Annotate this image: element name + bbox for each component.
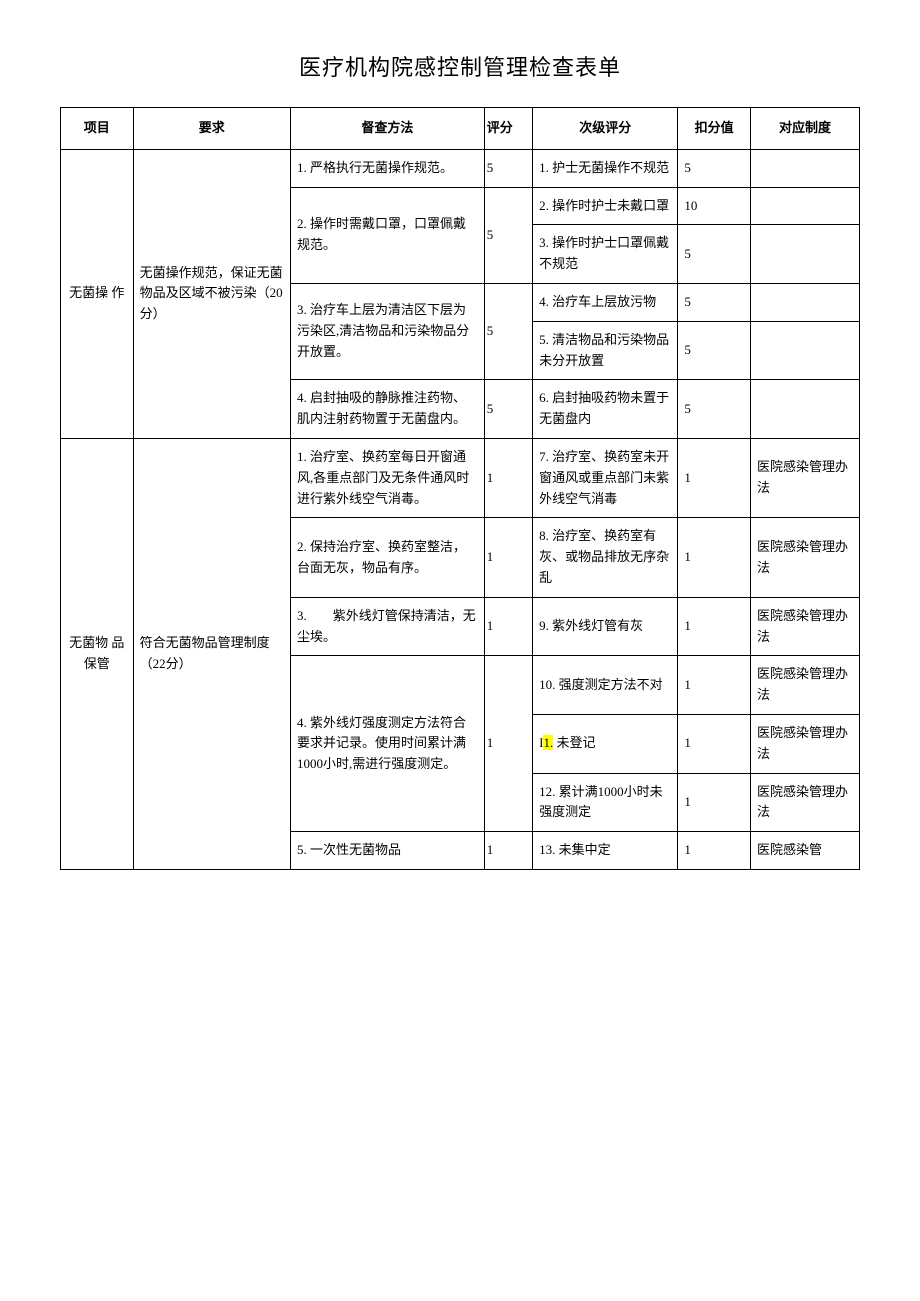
policy-cell: 医院感染管 [751,832,860,870]
project-cell: 无菌物 品保管 [61,438,134,869]
header-policy: 对应制度 [751,108,860,150]
method-cell: 5. 一次性无菌物品 [291,832,485,870]
sub11-suffix: 未登记 [553,735,595,750]
policy-cell [751,283,860,321]
method-cell: 3. 紫外线灯管保持清洁，无尘埃。 [291,597,485,656]
method-cell: 1. 严格执行无菌操作规范。 [291,149,485,187]
policy-cell: 医院感染管理办法 [751,714,860,773]
method-cell: 1. 治疗室、换药室每日开窗通风,各重点部门及无条件通风时进行紫外线空气消毒。 [291,438,485,517]
policy-cell [751,187,860,225]
subscore-cell: 10. 强度测定方法不对 [533,656,678,715]
deduction-cell: 10 [678,187,751,225]
header-score: 评分 [484,108,532,150]
policy-cell: 医院感染管理办法 [751,656,860,715]
deduction-cell: 1 [678,714,751,773]
policy-cell [751,321,860,380]
subscore-cell: 7. 治疗室、换药室未开窗通风或重点部门未紫外线空气消毒 [533,438,678,517]
subscore-cell: 9. 紫外线灯管有灰 [533,597,678,656]
deduction-cell: 1 [678,438,751,517]
score-cell: 1 [484,518,532,597]
policy-cell: 医院感染管理办法 [751,518,860,597]
requirement-cell: 无菌操作规范，保证无菌物品及区域不被污染（20分） [133,149,290,438]
project-cell: 无菌操 作 [61,149,134,438]
deduction-cell: 5 [678,225,751,284]
score-cell: 5 [484,149,532,187]
deduction-cell: 5 [678,380,751,439]
score-cell: 1 [484,438,532,517]
policy-cell: 医院感染管理办法 [751,438,860,517]
header-project: 项目 [61,108,134,150]
deduction-cell: 1 [678,597,751,656]
subscore-cell: 6. 启封抽吸药物未置于无菌盘内 [533,380,678,439]
deduction-cell: 1 [678,832,751,870]
deduction-cell: 5 [678,149,751,187]
score-cell: 1 [484,832,532,870]
policy-cell [751,149,860,187]
method-cell: 4. 启封抽吸的静脉推注药物、肌内注射药物置于无菌盘内。 [291,380,485,439]
page-title: 医疗机构院感控制管理检查表单 [60,50,860,82]
subscore-cell: 8. 治疗室、换药室有灰、或物品排放无序杂乱 [533,518,678,597]
subscore-cell: 13. 未集中定 [533,832,678,870]
method-cell: 4. 紫外线灯强度测定方法符合要求并记录。使用时间累计满1000小时,需进行强度… [291,656,485,832]
policy-cell [751,380,860,439]
policy-cell: 医院感染管理办法 [751,773,860,832]
checklist-table: 项目 要求 督查方法 评分 次级评分 扣分值 对应制度 无菌操 作 无菌操作规范… [60,107,860,870]
deduction-cell: 5 [678,283,751,321]
score-cell: 5 [484,283,532,379]
policy-cell: 医院感染管理办法 [751,597,860,656]
deduction-cell: 1 [678,518,751,597]
score-cell: 1 [484,656,532,832]
header-requirement: 要求 [133,108,290,150]
requirement-cell: 符合无菌物品管理制度 （22分） [133,438,290,869]
header-deduction: 扣分值 [678,108,751,150]
subscore-cell: 5. 清洁物品和污染物品未分开放置 [533,321,678,380]
subscore-cell: 1. 护士无菌操作不规范 [533,149,678,187]
header-subscore: 次级评分 [533,108,678,150]
subscore-cell: 3. 操作时护士口罩佩戴不规范 [533,225,678,284]
score-cell: 5 [484,380,532,439]
subscore-cell: 2. 操作时护士未戴口罩 [533,187,678,225]
subscore-cell: 12. 累计满1000小时未强度测定 [533,773,678,832]
score-cell: 5 [484,187,532,283]
deduction-cell: 5 [678,321,751,380]
deduction-cell: 1 [678,656,751,715]
header-row: 项目 要求 督查方法 评分 次级评分 扣分值 对应制度 [61,108,860,150]
method-cell: 2. 保持治疗室、换药室整洁，台面无灰，物品有序。 [291,518,485,597]
highlight-text: 1. [543,735,553,750]
policy-cell [751,225,860,284]
deduction-cell: 1 [678,773,751,832]
subscore-cell: 4. 治疗车上层放污物 [533,283,678,321]
score-cell: 1 [484,597,532,656]
method-cell: 3. 治疗车上层为清洁区下层为污染区,清洁物品和污染物品分开放置。 [291,283,485,379]
subscore-cell: I1. 未登记 [533,714,678,773]
method-cell: 2. 操作时需戴口罩，口罩佩戴规范。 [291,187,485,283]
header-method: 督查方法 [291,108,485,150]
table-row: 无菌物 品保管 符合无菌物品管理制度 （22分） 1. 治疗室、换药室每日开窗通… [61,438,860,517]
table-row: 无菌操 作 无菌操作规范，保证无菌物品及区域不被污染（20分） 1. 严格执行无… [61,149,860,187]
